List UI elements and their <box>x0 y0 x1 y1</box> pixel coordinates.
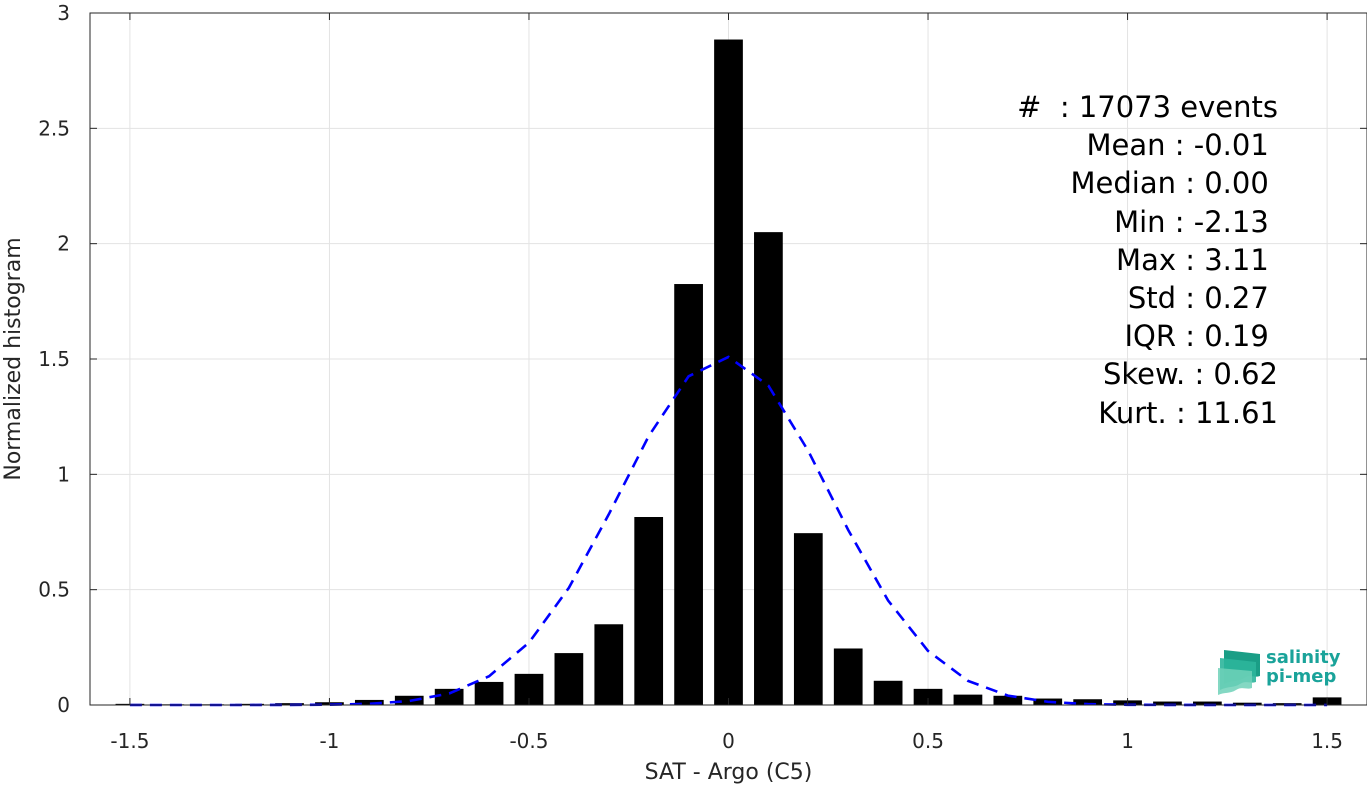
y-tick-label: 0.5 <box>38 578 70 602</box>
x-axis-label: SAT - Argo (C5) <box>645 760 813 785</box>
logo-text: salinity pi-mep <box>1266 648 1341 686</box>
y-tick-label: 2 <box>57 232 70 256</box>
x-tick-label: -1.5 <box>110 729 149 753</box>
logo-line1: salinity <box>1266 647 1341 668</box>
y-tick-label: 0 <box>57 693 70 717</box>
y-tick-label: 3 <box>57 1 70 25</box>
ticks: -1.5 -1 -0.5 0 0.5 1 1.5 0 0.5 1 1.5 2 2.5 3 <box>38 1 1367 753</box>
y-axis-label: Normalized histogram <box>1 237 26 480</box>
histogram-bar <box>1153 701 1182 705</box>
stat-median: Median : 0.00 <box>1070 166 1278 201</box>
x-tick-label: -1 <box>319 729 339 753</box>
stat-kurt: Kurt. : 11.61 <box>1098 395 1278 430</box>
stat-skew: Skew. : 0.62 <box>1102 357 1278 392</box>
histogram-bar <box>434 688 464 705</box>
y-tick-label: 1 <box>57 462 70 486</box>
histogram-bar <box>354 699 384 705</box>
stat-min: Min : -2.13 <box>1114 204 1278 239</box>
x-tick-label: 0 <box>722 729 735 753</box>
histogram-bar <box>833 648 863 705</box>
histogram-bar <box>394 695 424 705</box>
salinity-pimep-logo: salinity pi-mep <box>1216 646 1346 696</box>
stat-count: # : 17073 events <box>1017 90 1278 124</box>
histogram-bar <box>993 695 1023 705</box>
x-tick-label: 0.5 <box>912 729 944 753</box>
histogram-bar <box>953 694 983 705</box>
x-tick-label: 1 <box>1121 729 1134 753</box>
logo-wave-icon <box>1218 650 1260 695</box>
logo-line2: pi-mep <box>1266 666 1337 687</box>
histogram-bar <box>594 624 624 705</box>
bars <box>115 39 1342 705</box>
histogram-bar <box>674 284 703 705</box>
histogram-bar <box>714 39 743 705</box>
histogram-bar <box>1193 701 1222 705</box>
x-tick-label: -0.5 <box>509 729 548 753</box>
y-tick-label: 2.5 <box>38 116 70 140</box>
statistics-box: # : 17073 events Mean : -0.01 Median : 0… <box>1017 88 1278 432</box>
histogram-bar <box>1073 699 1103 705</box>
stat-max: Max : 3.11 <box>1116 242 1278 277</box>
histogram-bar <box>474 681 504 705</box>
histogram-bar <box>554 653 584 705</box>
histogram-bar <box>275 703 304 705</box>
x-tick-label: 1.5 <box>1311 729 1343 753</box>
histogram-bar <box>913 688 943 705</box>
stat-std: Std : 0.27 <box>1127 281 1278 316</box>
y-tick-label: 1.5 <box>38 347 70 371</box>
histogram-bar <box>235 703 264 705</box>
histogram-bar <box>754 232 783 705</box>
histogram-bar <box>873 680 903 705</box>
stat-mean: Mean : -0.01 <box>1086 128 1278 163</box>
histogram-bar <box>634 517 664 705</box>
histogram-bar <box>793 533 823 705</box>
stat-iqr: IQR : 0.19 <box>1124 319 1278 354</box>
